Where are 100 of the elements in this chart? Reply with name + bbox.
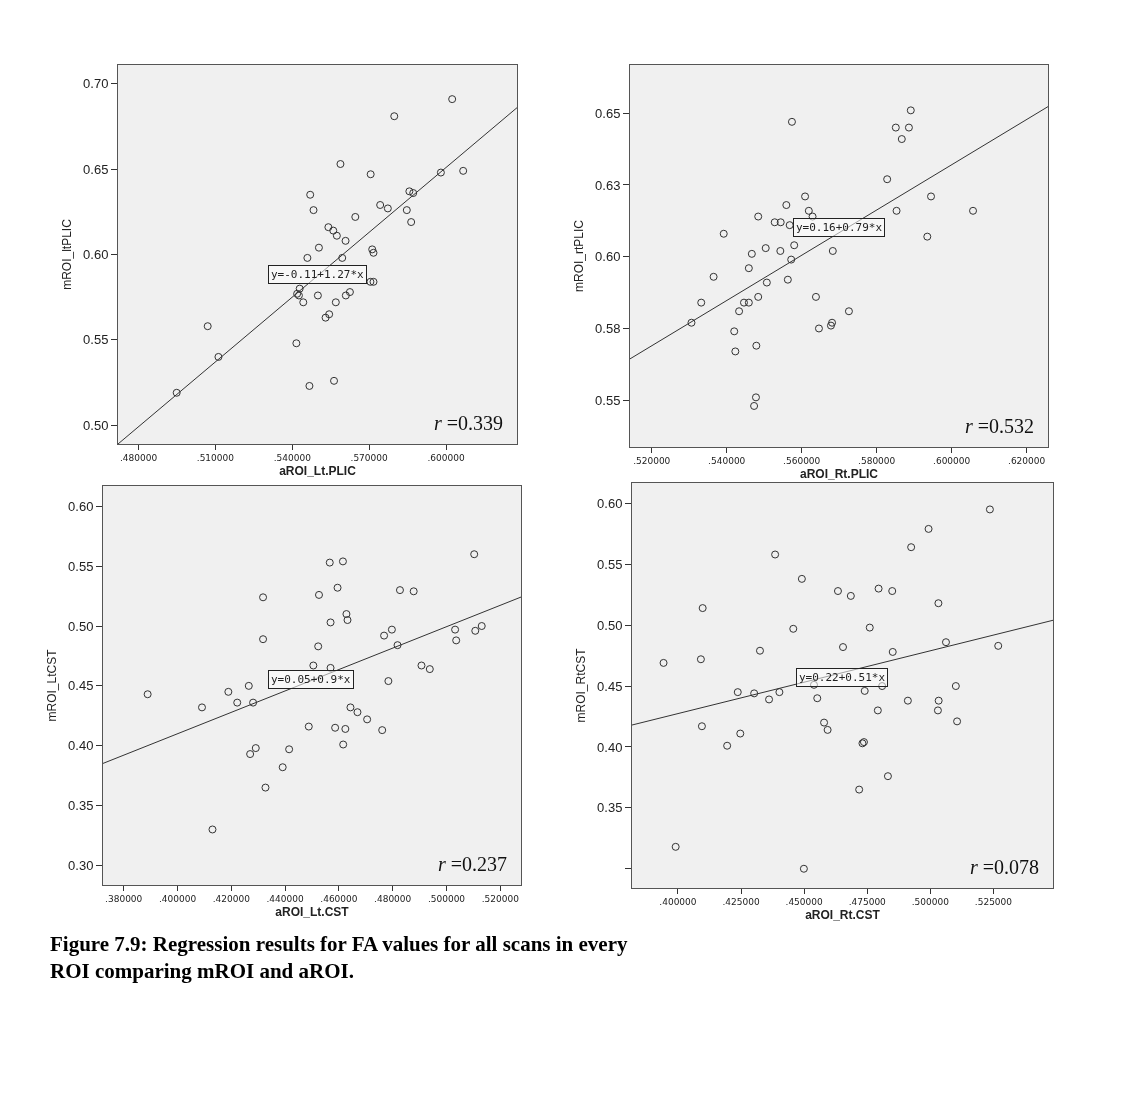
y-tick-label: 0.45 — [68, 678, 94, 694]
point — [346, 703, 355, 712]
point — [407, 218, 416, 227]
point — [785, 221, 794, 230]
point — [709, 272, 718, 281]
annotation: y=0.22+0.51*x — [799, 671, 886, 684]
point — [730, 327, 739, 336]
point — [336, 160, 345, 169]
point — [750, 401, 759, 410]
point — [295, 284, 304, 293]
point — [369, 248, 378, 257]
point — [341, 724, 350, 733]
point — [814, 324, 823, 333]
point — [203, 322, 212, 331]
point — [826, 321, 835, 330]
x-tick-label: .475000 — [848, 896, 887, 907]
point — [927, 192, 936, 201]
point — [326, 663, 335, 672]
point — [697, 722, 706, 731]
point — [345, 288, 354, 297]
point — [369, 277, 378, 286]
y-axis-title: mROI_LtCST — [45, 648, 60, 722]
point — [723, 741, 732, 750]
point — [865, 623, 874, 632]
point — [934, 696, 943, 705]
point — [888, 587, 897, 596]
point — [771, 550, 780, 559]
point — [251, 744, 260, 753]
point — [941, 638, 950, 647]
point — [329, 226, 338, 235]
y-tick-label: 0.60 — [68, 498, 94, 514]
y-axis-title: mROI_RtCST — [574, 647, 589, 723]
point — [924, 524, 933, 533]
point — [892, 206, 901, 215]
y-tick-label: 0.65 — [83, 161, 109, 177]
point — [994, 641, 1003, 650]
point — [923, 232, 932, 241]
point — [338, 253, 347, 262]
point — [969, 206, 978, 215]
x-tick-label: .400000 — [158, 893, 197, 904]
point — [304, 722, 313, 731]
point — [380, 631, 389, 640]
point — [846, 591, 855, 600]
point — [425, 665, 434, 674]
x-tick-label: .380000 — [105, 893, 143, 904]
point — [801, 192, 810, 201]
y-tick-label: 0.60 — [83, 247, 109, 263]
x-tick-label: .480000 — [119, 452, 158, 463]
point — [775, 688, 784, 697]
point — [390, 112, 399, 121]
point — [828, 318, 837, 327]
point — [261, 783, 270, 792]
x-tick-label: .620000 — [1008, 455, 1046, 466]
x-tick-label: .570000 — [350, 452, 389, 463]
point — [314, 243, 323, 252]
annotation: r =0.532 — [965, 415, 1035, 437]
x-tick-label: .425000 — [722, 896, 760, 907]
point — [797, 574, 806, 583]
point — [828, 246, 837, 255]
point — [309, 661, 318, 670]
point — [934, 599, 943, 608]
point — [224, 687, 233, 696]
annotation: y=0.05+0.9*x — [271, 673, 351, 686]
y-axis-title: mROI_ltPLIC — [60, 218, 75, 290]
point — [331, 723, 340, 732]
point — [343, 616, 352, 625]
x-axis-title: aROI_Lt.PLIC — [279, 463, 357, 478]
point — [409, 587, 418, 596]
point — [471, 626, 480, 635]
point — [762, 278, 771, 287]
point — [313, 291, 322, 300]
y-axis-title: mROI_rtPLIC — [572, 219, 587, 293]
point — [246, 750, 255, 759]
point — [208, 825, 217, 834]
point — [249, 698, 258, 707]
point — [744, 264, 753, 273]
annotation: y=0.16+0.79*x — [796, 221, 883, 234]
x-axis-title: aROI_Lt.CST — [275, 904, 350, 919]
annotation: r =0.237 — [438, 853, 508, 875]
point — [366, 277, 375, 286]
point — [860, 686, 869, 695]
point — [820, 718, 829, 727]
point — [747, 249, 756, 258]
point — [874, 584, 883, 593]
x-tick-label: .540000 — [273, 452, 312, 463]
point — [687, 318, 696, 327]
point — [811, 292, 820, 301]
y-tick-label: 0.65 — [595, 105, 621, 121]
point — [770, 218, 779, 227]
x-tick-label: .420000 — [212, 893, 251, 904]
point — [736, 729, 745, 738]
point — [244, 681, 253, 690]
point — [883, 175, 892, 184]
annotation: r =0.078 — [970, 856, 1040, 878]
y-tick-label: 0.35 — [597, 800, 623, 816]
point — [197, 703, 206, 712]
point — [731, 347, 740, 356]
x-axis-title: aROI_Rt.PLIC — [799, 466, 879, 481]
point — [659, 658, 668, 667]
point — [739, 298, 748, 307]
